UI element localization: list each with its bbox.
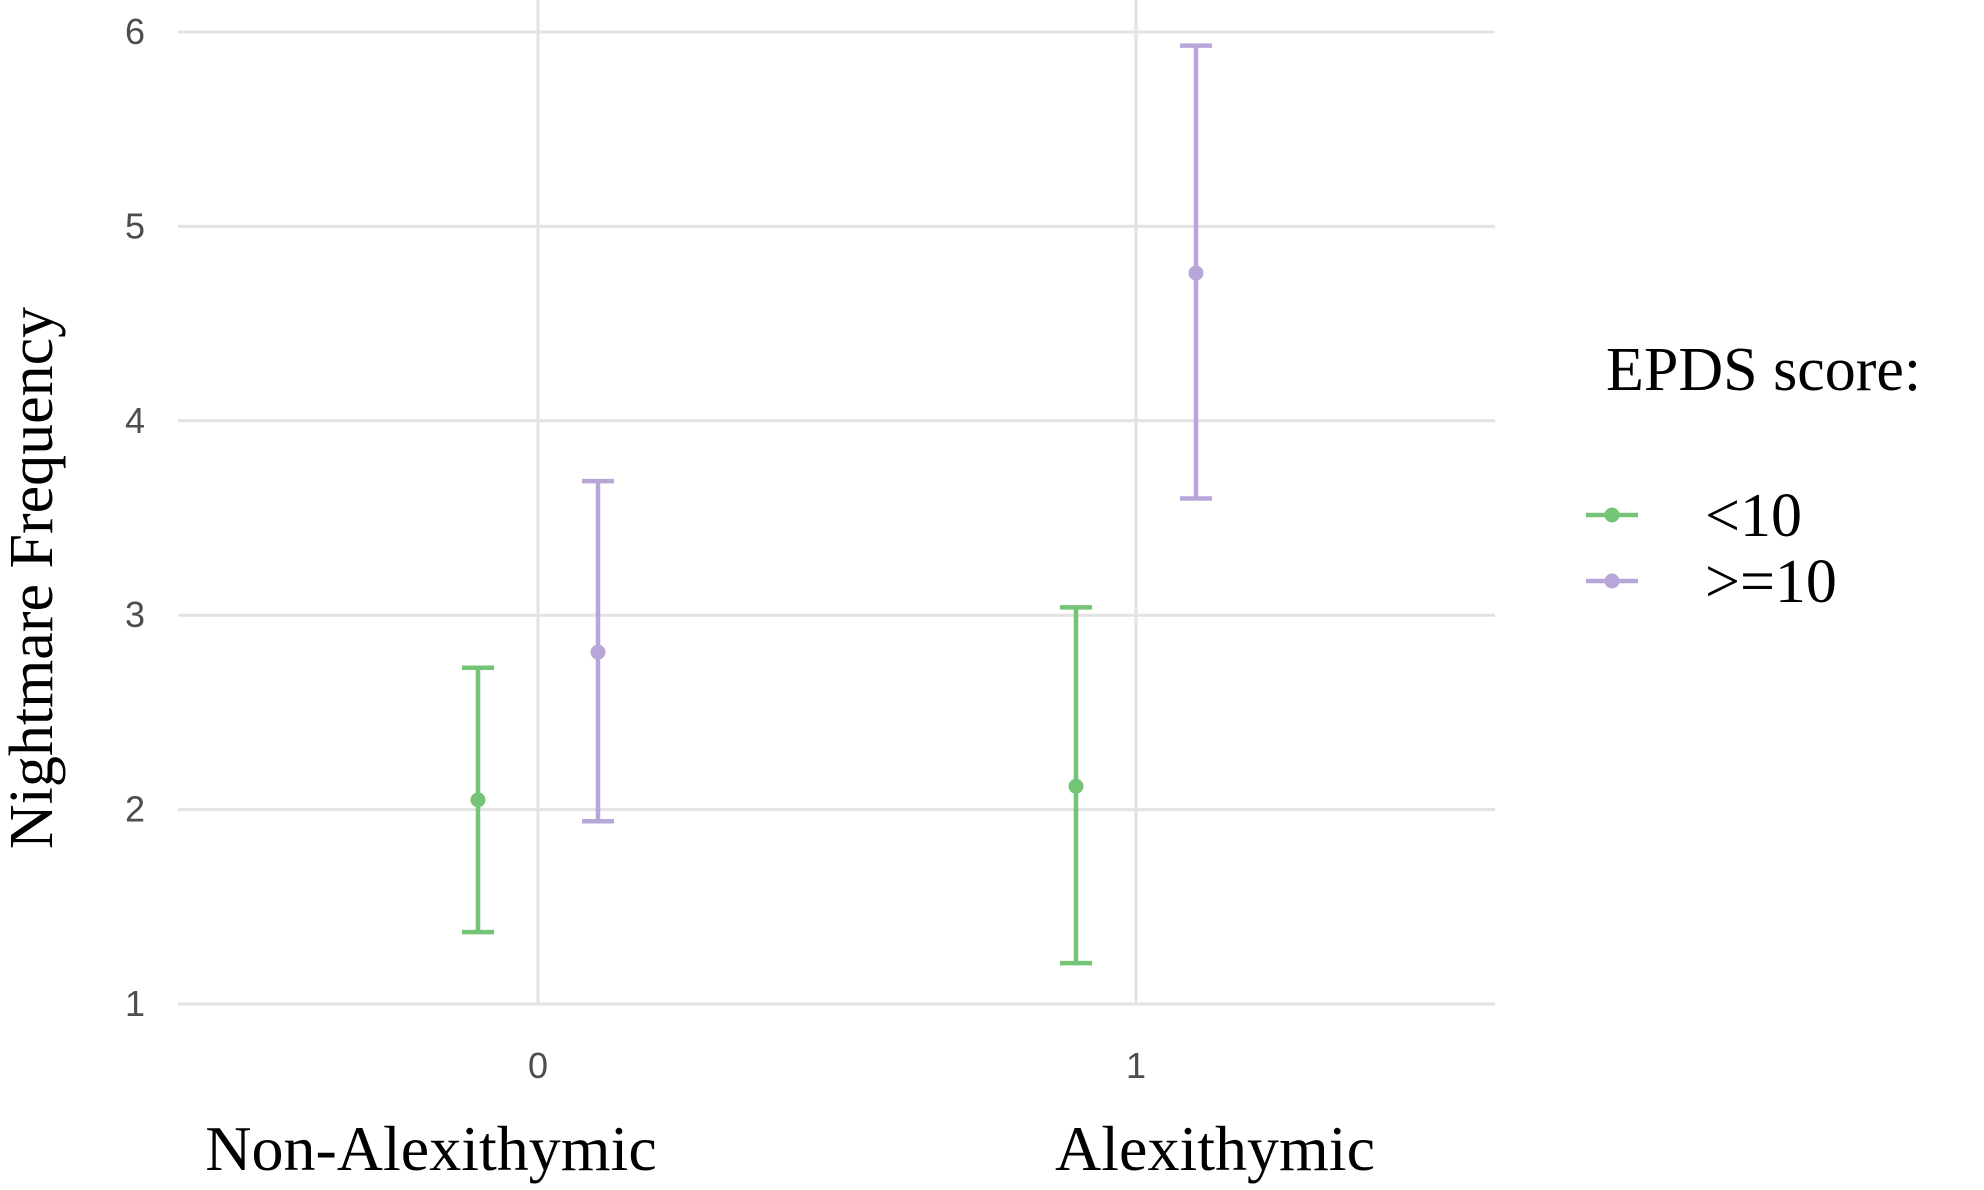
y-tick-label: 6 — [125, 11, 145, 52]
legend-label: >=10 — [1705, 548, 1837, 616]
legend-item: >=10 — [1586, 548, 1837, 616]
mean-point — [1188, 265, 1204, 281]
x-group-labels: Non-Alexithymic Alexithymic — [205, 1113, 1375, 1184]
x-group-label: Non-Alexithymic — [205, 1113, 656, 1184]
x-tick-label: 1 — [1126, 1045, 1146, 1086]
x-group-label: Alexithymic — [1055, 1113, 1375, 1184]
y-axis-ticks: 1 2 3 4 5 6 — [125, 11, 145, 1024]
mean-point — [590, 644, 606, 660]
y-tick-label: 1 — [125, 983, 145, 1024]
legend-item: <10 — [1586, 482, 1802, 550]
grid — [178, 0, 1495, 1006]
mean-point — [1068, 778, 1084, 794]
legend-key-point — [1604, 507, 1620, 523]
error-bar — [582, 478, 614, 824]
error-bars — [462, 43, 1212, 966]
legend-title: EPDS score: — [1606, 336, 1921, 404]
y-tick-label: 2 — [125, 789, 145, 830]
error-bar — [462, 665, 494, 935]
legend-label: <10 — [1705, 482, 1802, 550]
y-tick-label: 4 — [125, 400, 145, 441]
legend: EPDS score: <10>=10 — [1586, 336, 1921, 616]
y-tick-label: 5 — [125, 205, 145, 246]
error-bar — [1060, 605, 1092, 966]
x-tick-label: 0 — [528, 1045, 548, 1086]
mean-point — [470, 792, 486, 808]
y-tick-label: 3 — [125, 594, 145, 635]
error-bar — [1180, 43, 1212, 501]
legend-key-point — [1604, 573, 1620, 589]
y-axis-label: Nightmare Frequency — [0, 307, 66, 849]
